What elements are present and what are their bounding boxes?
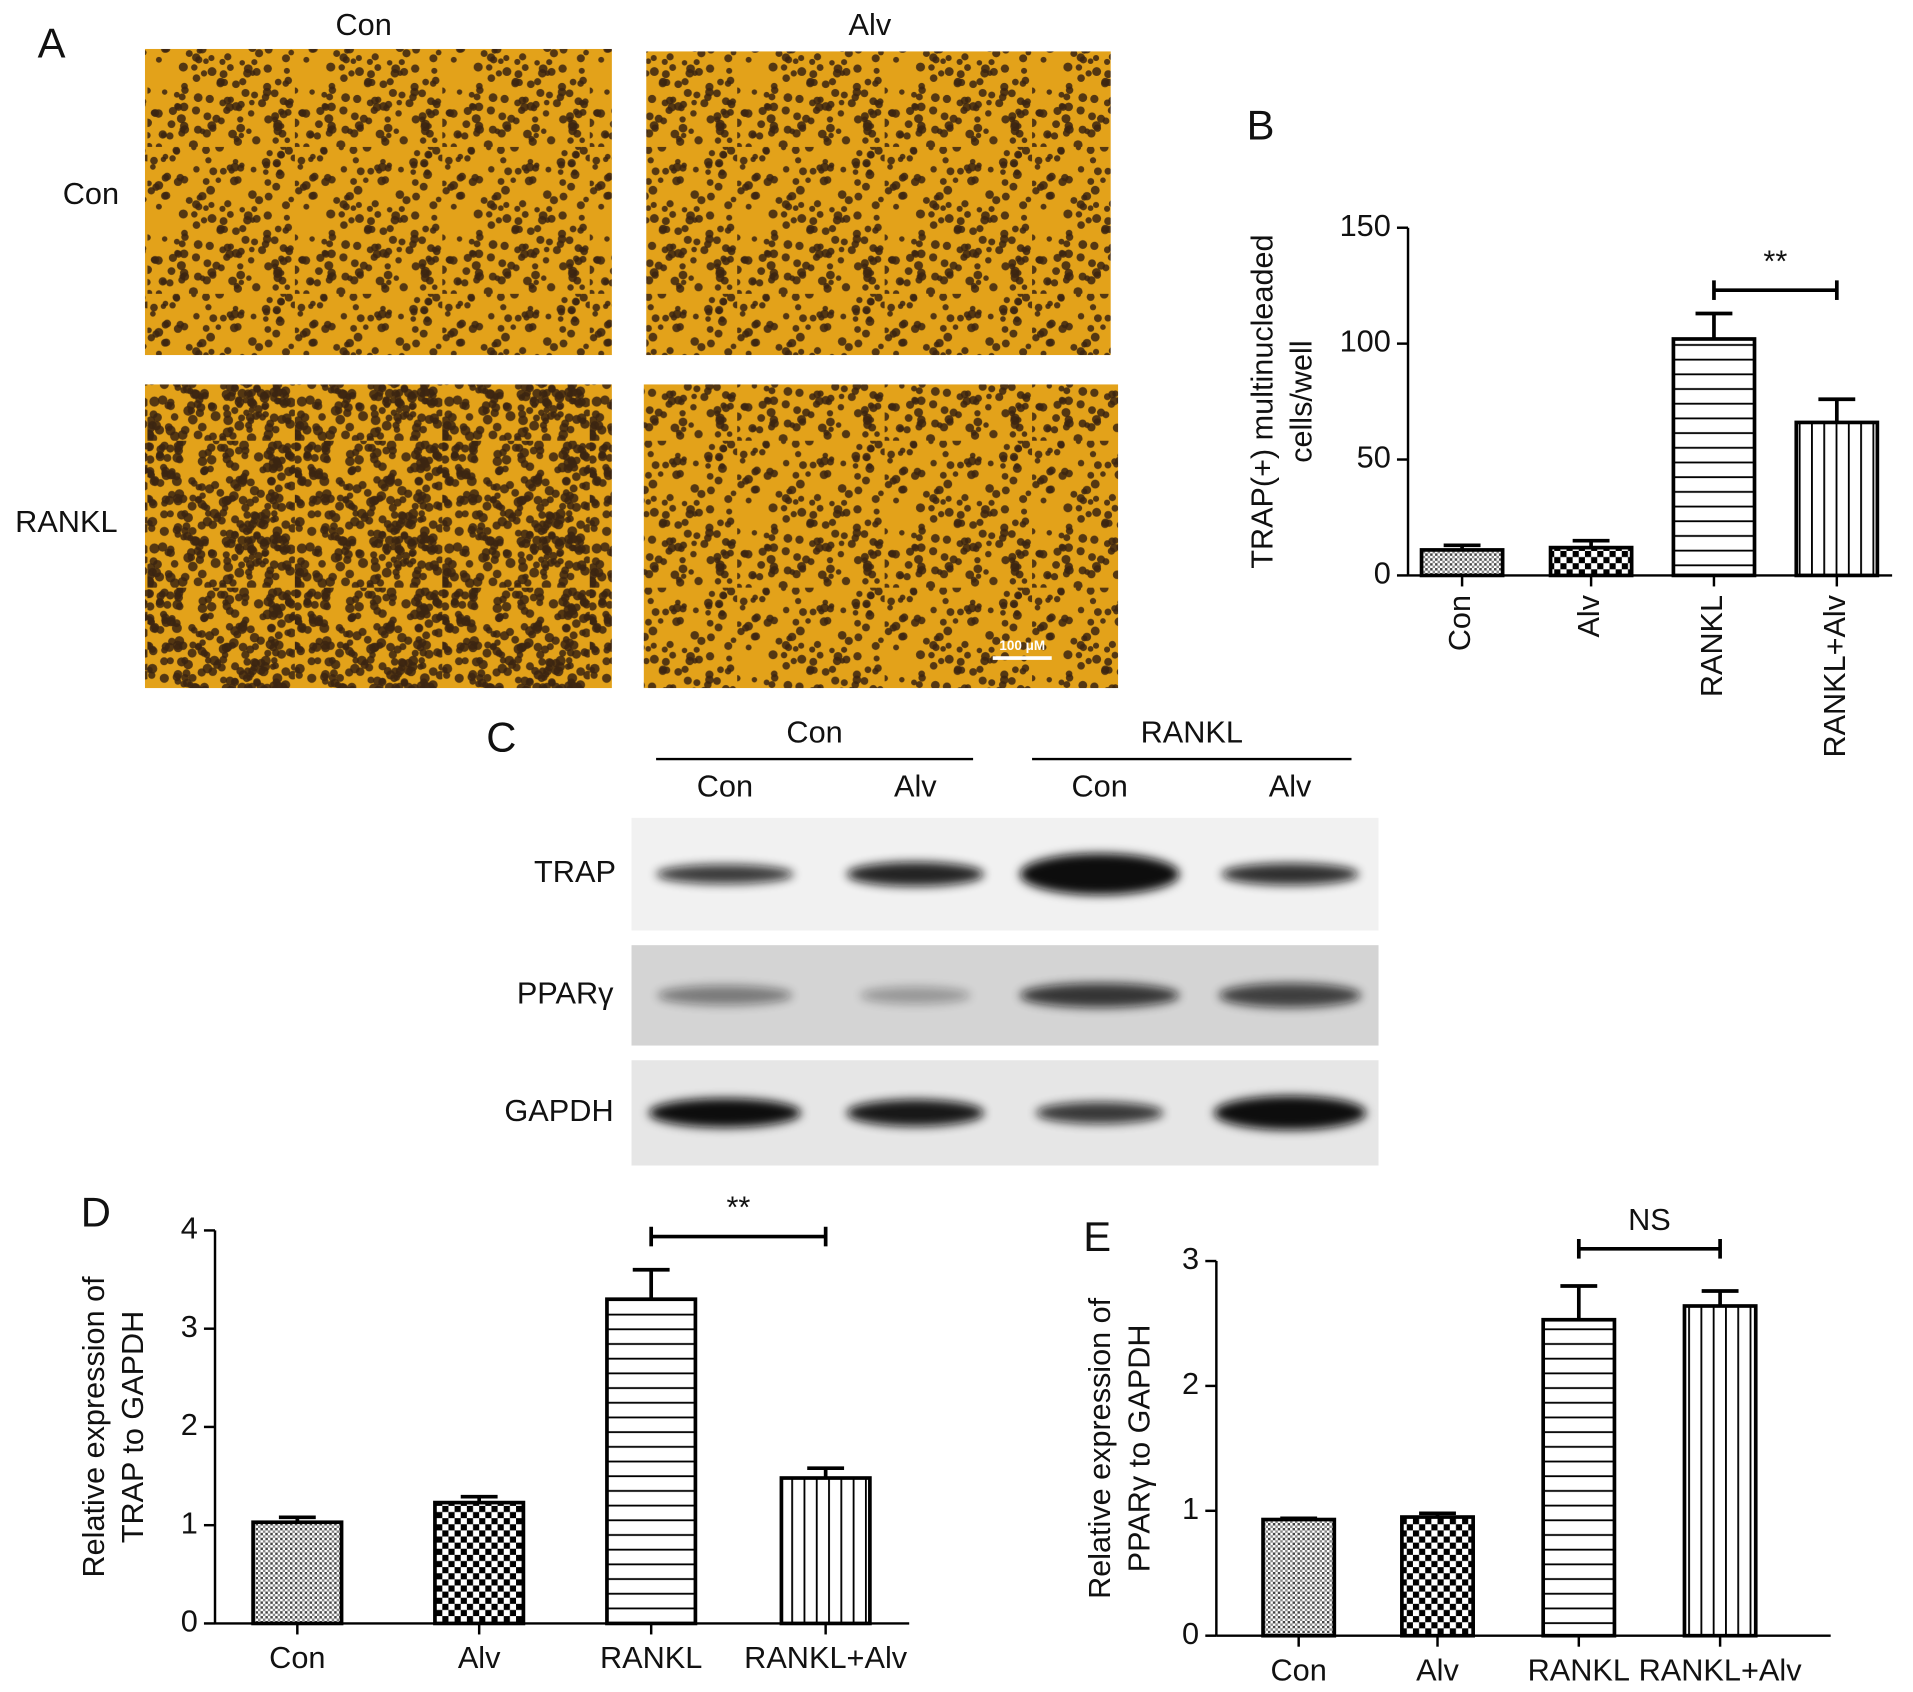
y-axis-label: PPARγ to GAPDH: [1122, 1325, 1156, 1573]
band: [1218, 983, 1362, 1008]
panel-letter: A: [38, 20, 66, 67]
y-tick-label: 150: [1340, 209, 1391, 243]
bar: [1794, 420, 1880, 578]
y-axis-label: Relative expression of: [1083, 1297, 1117, 1599]
y-tick-label: 0: [1182, 1617, 1199, 1651]
lane-label: Con: [1071, 770, 1127, 804]
y-tick-label: 2: [1182, 1367, 1199, 1401]
x-tick-label: Alv: [1572, 594, 1606, 637]
x-tick-label: RANKL+Alv: [1818, 594, 1852, 757]
row-label: PPARγ: [517, 976, 614, 1010]
column-label: Alv: [849, 8, 892, 42]
x-tick-label: Alv: [1416, 1654, 1459, 1688]
x-tick-label: RANKL+Alv: [744, 1641, 908, 1675]
group-label: RANKL: [1141, 716, 1243, 750]
bar: [1400, 1515, 1475, 1638]
bar: [1261, 1517, 1337, 1638]
band: [846, 861, 985, 887]
y-axis-label: Relative expression of: [77, 1276, 111, 1578]
bar: [1419, 548, 1505, 578]
y-tick-label: 2: [181, 1408, 198, 1442]
x-tick-label: Con: [269, 1641, 325, 1675]
bar: [605, 1297, 698, 1626]
row-label: RANKL: [15, 505, 117, 539]
bar: [1548, 545, 1634, 578]
lane-label: Alv: [894, 770, 937, 804]
micrograph: [646, 51, 1111, 356]
row-label: Con: [63, 177, 119, 211]
band: [1035, 1101, 1164, 1124]
bar: [779, 1476, 872, 1626]
y-tick-label: 3: [1182, 1242, 1199, 1276]
y-tick-label: 100: [1340, 325, 1391, 359]
x-tick-label: Con: [1443, 595, 1477, 651]
y-tick-label: 1: [1182, 1492, 1199, 1526]
band: [648, 1098, 802, 1128]
scale-bar: [992, 656, 1052, 660]
panel-letter: C: [486, 714, 516, 761]
band: [1019, 853, 1180, 895]
bar: [1671, 337, 1757, 578]
band: [1221, 863, 1359, 886]
bar: [1682, 1304, 1758, 1638]
panel-letter: E: [1083, 1213, 1111, 1260]
significance-label: NS: [1628, 1203, 1671, 1237]
x-tick-label: RANKL: [1695, 595, 1729, 697]
x-tick-label: RANKL: [600, 1641, 702, 1675]
y-tick-label: 4: [181, 1212, 198, 1246]
x-tick-label: RANKL+Alv: [1639, 1654, 1803, 1688]
y-tick-label: 0: [181, 1605, 198, 1639]
y-axis-label: TRAP to GAPDH: [116, 1311, 150, 1543]
lane-label: Alv: [1269, 770, 1312, 804]
y-tick-label: 3: [181, 1310, 198, 1344]
y-tick-label: 50: [1357, 441, 1391, 475]
y-axis-label: cells/well: [1285, 340, 1319, 462]
micrograph: [643, 384, 1119, 689]
band: [656, 864, 794, 884]
bar: [1541, 1317, 1617, 1638]
bar: [433, 1500, 526, 1626]
row-label: GAPDH: [504, 1094, 613, 1128]
band: [657, 985, 793, 1006]
y-tick-label: 0: [1374, 557, 1391, 591]
group-label: Con: [786, 716, 842, 750]
scale-bar-label: 100 μM: [999, 638, 1045, 653]
significance-label: **: [726, 1191, 750, 1225]
panel-letter: B: [1247, 102, 1275, 149]
y-axis-label: TRAP(+) multinucleaded: [1245, 234, 1279, 568]
x-tick-label: Con: [1271, 1654, 1327, 1688]
band: [1213, 1095, 1367, 1131]
column-label: Con: [336, 8, 392, 42]
band: [860, 986, 971, 1004]
lane-label: Con: [697, 770, 753, 804]
y-tick-label: 1: [181, 1506, 198, 1540]
micrograph: [144, 384, 612, 689]
x-tick-label: RANKL: [1528, 1654, 1630, 1688]
panel-letter: D: [81, 1189, 111, 1236]
x-tick-label: Alv: [458, 1641, 501, 1675]
band: [1019, 983, 1180, 1008]
bar: [251, 1520, 344, 1626]
significance-label: **: [1763, 244, 1787, 278]
row-label: TRAP: [534, 855, 616, 889]
band: [846, 1099, 985, 1127]
micrograph: [144, 48, 612, 356]
